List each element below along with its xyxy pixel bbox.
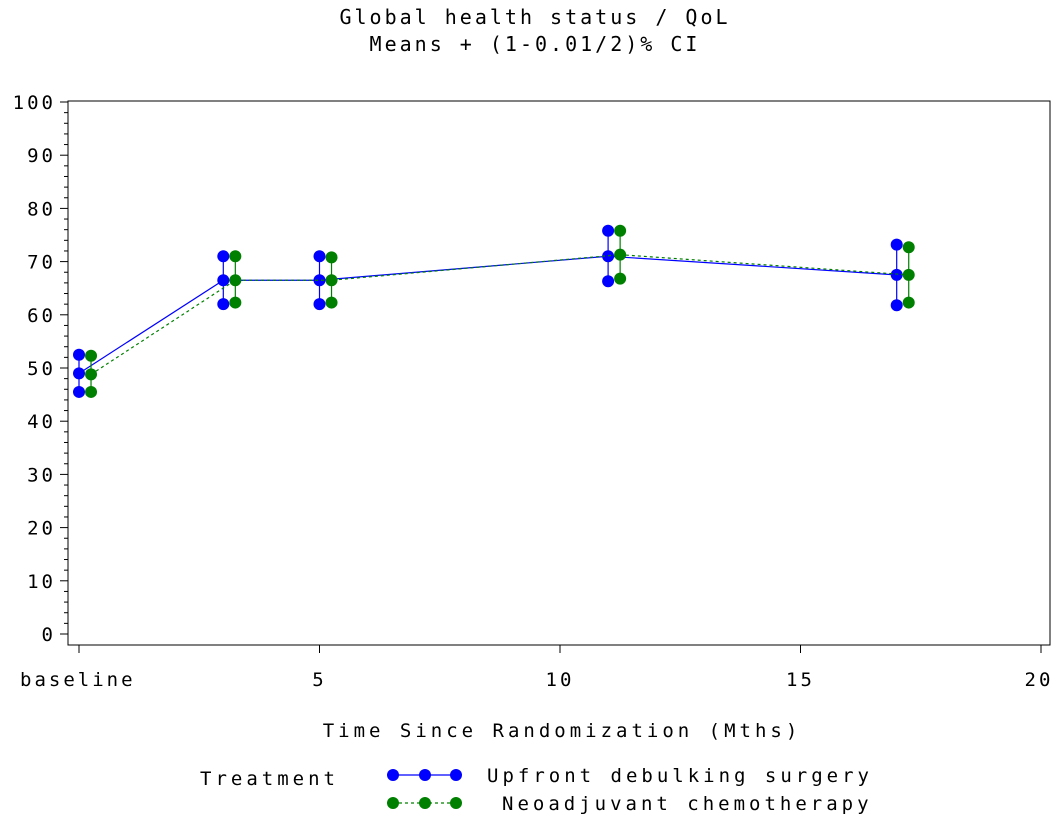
series-upfront-debulking-surgery: [73, 224, 903, 398]
mean-marker: [229, 274, 242, 287]
ci-lower-marker: [902, 296, 915, 309]
ci-upper-marker: [602, 224, 615, 237]
ci-lower-marker: [229, 296, 242, 309]
plot-area: [67, 100, 1051, 646]
mean-marker: [902, 268, 915, 281]
y-tick-label: 50: [27, 358, 56, 380]
x-axis-label: Time Since Randomization (Mths): [323, 720, 802, 742]
ci-upper-marker: [217, 250, 230, 263]
legend-swatch-marker: [387, 769, 399, 781]
y-tick-label: 70: [27, 252, 56, 274]
y-tick-label: 10: [27, 571, 56, 593]
y-tick-label: 90: [27, 145, 56, 167]
x-tick-label: 5: [312, 669, 326, 691]
y-tick-label: 30: [27, 464, 56, 486]
legend-swatch-marker: [419, 797, 431, 809]
ci-lower-marker: [325, 296, 338, 309]
y-tick-label: 100: [13, 92, 56, 114]
ci-upper-marker: [85, 349, 98, 362]
ci-upper-marker: [325, 251, 338, 264]
chart-title: Global health status / QoL: [339, 5, 730, 29]
legend-entry: Neoadjuvant chemotherapy: [387, 793, 873, 815]
series-line: [78, 255, 897, 374]
mean-marker: [85, 368, 98, 381]
legend-entry: Upfront debulking surgery: [387, 765, 873, 787]
mean-marker: [73, 367, 85, 380]
mean-marker: [614, 248, 627, 261]
ci-lower-marker: [313, 298, 326, 311]
ci-upper-marker: [614, 224, 627, 237]
legend-swatch-marker: [450, 797, 462, 809]
plot-frame: [67, 100, 1051, 646]
mean-marker: [325, 274, 338, 287]
y-tick-label: 60: [27, 305, 56, 327]
ci-lower-marker: [602, 275, 615, 288]
legend-swatch-marker: [419, 769, 431, 781]
ci-lower-marker: [73, 385, 85, 398]
ci-upper-marker: [313, 250, 326, 263]
ci-upper-marker: [890, 238, 903, 251]
ci-upper-marker: [229, 250, 242, 263]
y-tick-label: 0: [42, 624, 56, 646]
x-tick-label: 15: [786, 669, 815, 691]
legend-swatch-marker: [450, 769, 462, 781]
ci-lower-marker: [85, 385, 98, 398]
ci-lower-marker: [890, 299, 903, 312]
ci-lower-marker: [614, 272, 627, 285]
legend-label: Upfront debulking surgery: [487, 765, 873, 787]
ci-upper-marker: [73, 348, 85, 361]
mean-marker: [890, 268, 903, 281]
y-tick-label: 40: [27, 411, 56, 433]
ci-lower-marker: [217, 298, 230, 311]
series-layer: [73, 224, 915, 398]
x-tick-label: 10: [546, 669, 575, 691]
y-axis: 0 10 20 30 40 50 60 70 80 90 100: [13, 92, 69, 646]
x-axis: baseline 5 10 15 20: [20, 644, 1054, 691]
legend-title: Treatment: [200, 768, 339, 790]
y-tick-label: 80: [27, 198, 56, 220]
x-tick-label: 20: [1025, 669, 1054, 691]
x-tick-label: baseline: [20, 669, 136, 691]
legend: Treatment Upfront debulking surgery Neoad…: [200, 765, 873, 815]
series-line: [90, 254, 909, 375]
series-neoadjuvant-chemotherapy: [85, 224, 915, 398]
legend-label: Neoadjuvant chemotherapy: [502, 793, 873, 815]
y-tick-label: 20: [27, 518, 56, 540]
mean-marker: [217, 274, 230, 287]
chart-subtitle: Means + (1-0.01/2)% CI: [370, 32, 701, 56]
legend-swatch-marker: [387, 797, 399, 809]
ci-upper-marker: [902, 241, 915, 254]
mean-marker: [313, 274, 326, 287]
